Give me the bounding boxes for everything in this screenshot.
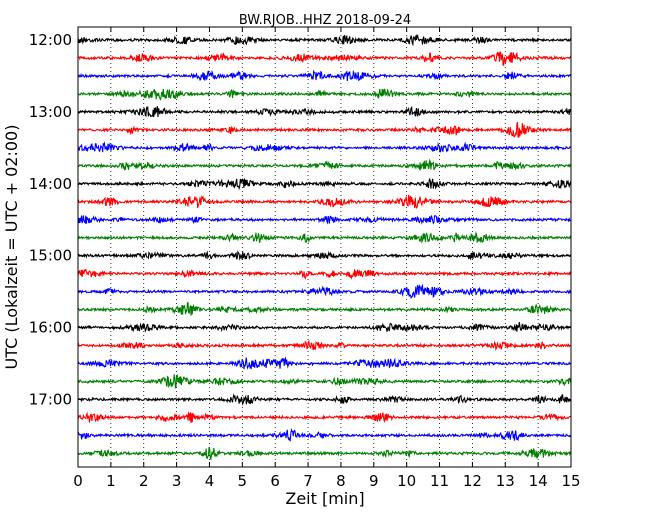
y-tick-label: 16:00 bbox=[29, 319, 72, 337]
x-tick-label: 3 bbox=[172, 472, 182, 490]
x-tick-label: 5 bbox=[238, 472, 248, 490]
trace-2 bbox=[77, 69, 572, 82]
y-tick-label: 12:00 bbox=[29, 31, 72, 49]
x-tick-label: 14 bbox=[529, 472, 548, 490]
x-tick-label: 0 bbox=[73, 472, 83, 490]
x-tick-label: 8 bbox=[336, 472, 346, 490]
chart-title: BW.RJOB..HHZ 2018-09-24 bbox=[239, 13, 411, 28]
x-tick-label: 7 bbox=[303, 472, 313, 490]
trace-22 bbox=[77, 428, 572, 442]
grid-lines bbox=[110, 27, 539, 467]
x-tick-label: 4 bbox=[205, 472, 215, 490]
x-tick-label: 6 bbox=[270, 472, 280, 490]
trace-23 bbox=[77, 446, 572, 461]
trace-1 bbox=[77, 51, 572, 67]
trace-20 bbox=[77, 393, 572, 406]
x-tick-label: 11 bbox=[430, 472, 449, 490]
x-axis-ticks: 0 1 2 3 4 5 6 7 8 9 10 11 12 13 14 15 bbox=[73, 27, 581, 490]
trace-3 bbox=[77, 88, 572, 102]
y-tick-label: 13:00 bbox=[29, 103, 72, 121]
trace-7 bbox=[77, 158, 571, 172]
x-axis-label: Zeit [min] bbox=[285, 489, 364, 508]
trace-0 bbox=[77, 34, 572, 47]
plot-frame bbox=[77, 26, 572, 468]
y-tick-label: 14:00 bbox=[29, 175, 72, 193]
x-tick-label: 9 bbox=[369, 472, 379, 490]
x-tick-label: 1 bbox=[106, 472, 116, 490]
trace-13 bbox=[77, 268, 572, 280]
trace-21 bbox=[77, 411, 572, 424]
y-axis-label: UTC (Lokalzeit = UTC + 02:00) bbox=[2, 125, 21, 370]
trace-6 bbox=[77, 141, 572, 153]
trace-14 bbox=[77, 283, 572, 300]
x-tick-label: 10 bbox=[397, 472, 416, 490]
trace-5 bbox=[77, 121, 572, 139]
x-tick-label: 12 bbox=[463, 472, 482, 490]
trace-4 bbox=[77, 105, 572, 118]
y-axis-ticks: 12:00 13:00 14:00 15:00 16:00 17:00 bbox=[29, 31, 571, 408]
trace-11 bbox=[77, 230, 572, 244]
x-tick-label: 2 bbox=[139, 472, 149, 490]
trace-15 bbox=[77, 301, 572, 316]
trace-18 bbox=[77, 356, 572, 370]
trace-17 bbox=[77, 340, 572, 351]
trace-16 bbox=[77, 321, 572, 333]
trace-19 bbox=[77, 373, 572, 390]
y-tick-label: 15:00 bbox=[29, 247, 72, 265]
seismogram-traces bbox=[77, 34, 572, 461]
trace-12 bbox=[77, 250, 572, 261]
x-tick-label: 13 bbox=[496, 472, 515, 490]
trace-9 bbox=[77, 194, 572, 209]
x-tick-label: 15 bbox=[561, 472, 580, 490]
trace-8 bbox=[77, 177, 572, 191]
trace-10 bbox=[77, 215, 572, 225]
y-tick-label: 17:00 bbox=[29, 390, 72, 408]
